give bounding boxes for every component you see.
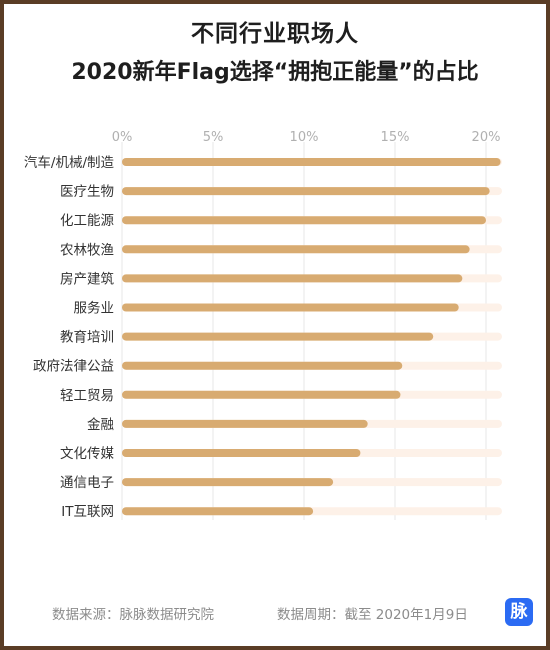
data-period: 数据周期：截至 2020年1月9日 bbox=[277, 607, 468, 623]
x-tick-label: 0% bbox=[112, 130, 133, 145]
category-label: 汽车/机械/制造 bbox=[24, 154, 115, 171]
bar-chart: 0% 5% 10% 15% 20% 汽车/机械/制造医疗生物化工能源农林牧渔房产建筑服务业… bbox=[24, 130, 502, 520]
x-tick-label: 5% bbox=[203, 130, 224, 145]
category-label: 农林牧渔 bbox=[60, 242, 114, 258]
maimai-logo: 脉 bbox=[505, 598, 533, 626]
category-label: IT互联网 bbox=[61, 504, 114, 520]
chart-subtitle-wrap: 2020新年Flag选择“拥抱正能量”的占比 bbox=[0, 54, 550, 86]
bar bbox=[122, 478, 334, 487]
x-tick-label: 10% bbox=[290, 130, 319, 145]
data-source: 数据来源：脉脉数据研究院 bbox=[52, 607, 214, 623]
chart-subtitle: 2020新年Flag选择“拥抱正能量”的占比 bbox=[63, 54, 487, 86]
bar bbox=[122, 187, 490, 196]
x-tick-label: 15% bbox=[381, 130, 410, 145]
category-label: 文化传媒 bbox=[60, 446, 114, 462]
category-label: 房产建筑 bbox=[60, 271, 114, 287]
bar bbox=[122, 216, 486, 225]
category-label: 医疗生物 bbox=[60, 184, 114, 200]
bar bbox=[122, 390, 401, 399]
x-tick-label: 20% bbox=[472, 130, 501, 145]
bar bbox=[122, 507, 314, 516]
category-label: 服务业 bbox=[74, 301, 115, 317]
bar bbox=[122, 274, 463, 283]
category-label: 金融 bbox=[87, 417, 114, 433]
bar bbox=[122, 361, 403, 370]
category-label: 化工能源 bbox=[60, 213, 114, 229]
bar bbox=[122, 303, 459, 312]
bar bbox=[122, 419, 368, 428]
bar bbox=[122, 245, 470, 254]
category-label: 轻工贸易 bbox=[60, 388, 114, 404]
bar bbox=[122, 449, 361, 457]
bar bbox=[122, 158, 501, 166]
chart-title: 不同行业职场人 bbox=[191, 21, 359, 47]
category-label: 政府法律公益 bbox=[33, 359, 114, 375]
chart-subtitle-text: 2020新年Flag选择“拥抱正能量”的占比 bbox=[71, 60, 479, 85]
bar bbox=[122, 332, 434, 341]
category-label: 通信电子 bbox=[60, 475, 114, 491]
category-label: 教育培训 bbox=[60, 330, 114, 346]
